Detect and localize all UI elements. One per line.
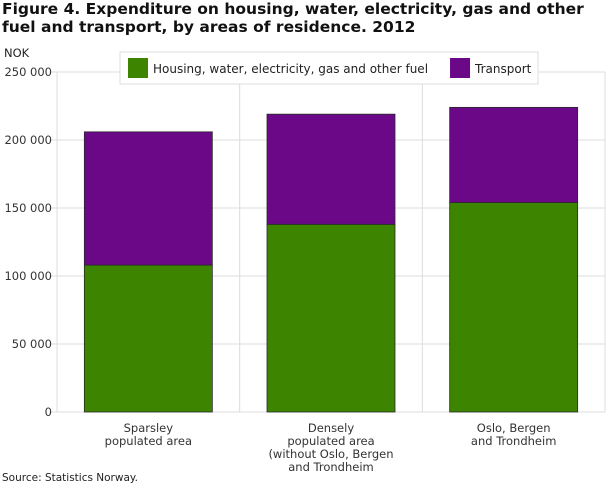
y-axis-unit-label: NOK <box>4 46 30 60</box>
legend-swatch <box>450 58 471 78</box>
bar-transport <box>83 131 213 266</box>
y-tick-label: 0 <box>45 405 52 419</box>
bar-transport <box>449 106 579 203</box>
source-note: Source: Statistics Norway. <box>2 472 138 484</box>
y-tick-label: 50 000 <box>12 337 52 351</box>
bar-transport <box>266 113 396 225</box>
x-category-label: Sparsley <box>124 421 174 435</box>
y-tick-label: 250 000 <box>4 65 52 79</box>
bar-housing <box>266 223 396 413</box>
chart-title: Figure 4. Expenditure on housing, water,… <box>2 0 584 36</box>
y-tick-label: 100 000 <box>4 269 52 283</box>
legend-swatch <box>128 58 148 78</box>
x-category-label: and Trondheim <box>471 434 557 448</box>
y-tick-label: 200 000 <box>4 133 52 147</box>
x-category-label: and Trondheim <box>288 460 374 474</box>
y-tick-label: 150 000 <box>4 201 52 215</box>
legend-label: Transport <box>474 62 532 76</box>
x-category-label: populated area <box>287 434 374 448</box>
x-category-label: Densely <box>308 421 354 435</box>
x-category-label: Oslo, Bergen <box>477 421 551 435</box>
x-category-label: (without Oslo, Bergen <box>268 447 393 461</box>
x-category-label: populated area <box>105 434 192 448</box>
bar-housing <box>83 264 213 413</box>
bar-housing <box>449 202 579 413</box>
legend-label: Housing, water, electricity, gas and oth… <box>153 62 428 76</box>
